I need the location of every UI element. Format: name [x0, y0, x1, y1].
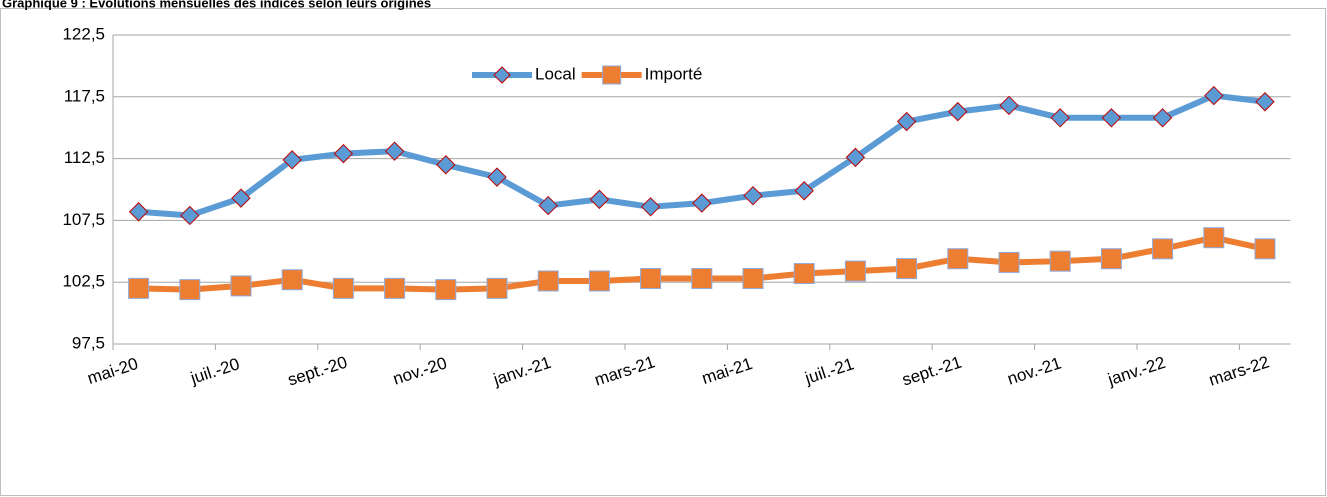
y-tick-label: 107,5 [62, 210, 105, 229]
y-tick-label: 117,5 [64, 86, 105, 105]
marker [282, 150, 302, 170]
marker [281, 269, 303, 291]
y-tick-label: 97,5 [72, 333, 105, 352]
marker [230, 275, 252, 297]
marker [743, 185, 763, 206]
marker [1254, 238, 1276, 260]
marker [896, 258, 918, 280]
marker [332, 277, 354, 299]
marker [691, 267, 713, 289]
marker [1101, 108, 1122, 128]
marker [588, 270, 610, 292]
marker [1204, 85, 1224, 106]
marker [1152, 238, 1174, 260]
marker [896, 111, 917, 132]
marker [794, 181, 814, 201]
marker [384, 277, 406, 299]
marker [602, 65, 622, 85]
chart-title: Graphique 9 : Evolutions mensuelles des … [2, 0, 431, 10]
marker [793, 263, 815, 285]
y-tick-label: 102,5 [62, 272, 105, 291]
marker [486, 277, 508, 299]
marker [640, 197, 661, 217]
marker [537, 270, 559, 292]
marker [1152, 108, 1173, 128]
y-tick-label: 122,5 [62, 24, 105, 43]
marker [538, 195, 558, 216]
y-tick-label: 112,5 [64, 148, 105, 167]
marker [493, 66, 511, 84]
legend-label: Importé [645, 64, 703, 83]
marker [589, 189, 610, 210]
marker [947, 248, 969, 270]
marker [179, 279, 201, 301]
marker [998, 251, 1020, 273]
legend-label: Local [535, 64, 576, 83]
marker [640, 267, 662, 289]
marker [128, 202, 149, 222]
marker [436, 155, 456, 175]
marker [844, 260, 866, 282]
marker [1049, 250, 1071, 272]
marker [487, 167, 507, 187]
marker [742, 267, 764, 289]
marker [384, 141, 405, 161]
marker [845, 147, 866, 168]
marker [1255, 92, 1275, 112]
marker [1050, 108, 1070, 128]
marker [231, 188, 251, 208]
marker [128, 277, 150, 299]
marker [692, 193, 712, 213]
marker [999, 95, 1019, 116]
marker [1100, 248, 1122, 270]
marker [333, 143, 354, 164]
marker [180, 205, 200, 226]
marker [948, 101, 968, 122]
marker [1203, 227, 1225, 249]
marker [435, 279, 457, 301]
